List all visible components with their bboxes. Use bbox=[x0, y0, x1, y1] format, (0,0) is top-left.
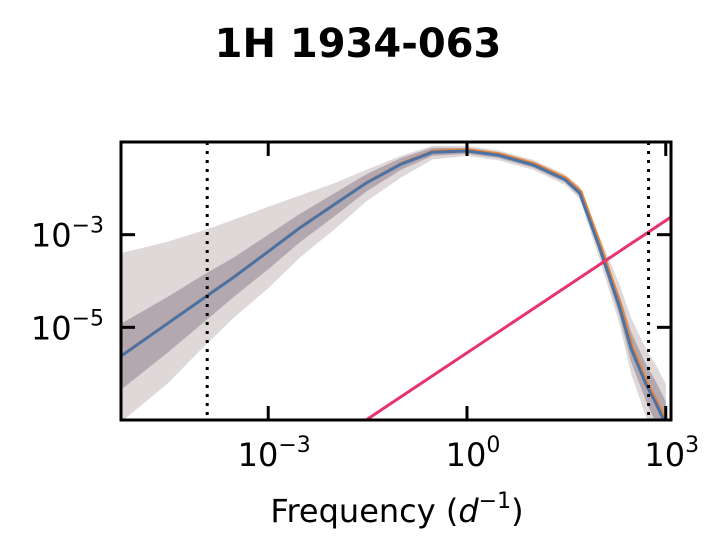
x-axis-label-text: Frequency ( bbox=[270, 492, 458, 530]
x-tick-label-exp-3: 3 bbox=[685, 433, 699, 458]
x-tick-label-2: 100 bbox=[446, 433, 501, 474]
y-tick-label-exp-2: −5 bbox=[72, 306, 104, 331]
x-tick-label-base-3: 10 bbox=[644, 436, 685, 474]
x-tick-label-exp-1: −3 bbox=[278, 433, 310, 458]
chart-title: 1H 1934-063 bbox=[215, 21, 502, 67]
x-axis-label-close: ) bbox=[511, 492, 523, 530]
x-tick-label-3: 103 bbox=[644, 433, 699, 474]
x-tick-label-exp-2: 0 bbox=[486, 433, 500, 458]
x-axis-label-exp: −1 bbox=[479, 489, 511, 514]
y-tick-label-base-1: 10 bbox=[31, 217, 72, 255]
x-axis-label: Frequency (d−1) bbox=[270, 489, 523, 530]
inner-confidence-band bbox=[121, 147, 666, 420]
y-tick-label-exp-1: −3 bbox=[72, 214, 104, 239]
y-tick-label-base-2: 10 bbox=[31, 309, 72, 347]
x-tick-label-1: 10−3 bbox=[238, 433, 311, 474]
x-tick-label-base-2: 10 bbox=[446, 436, 487, 474]
plot-frame bbox=[119, 140, 673, 422]
y-tick-label-1: 10−3 bbox=[31, 214, 104, 255]
y-tick-label-2: 10−5 bbox=[31, 306, 104, 347]
noise-level-line bbox=[365, 215, 671, 420]
x-axis-label-d: d bbox=[458, 492, 479, 530]
outer-confidence-band bbox=[121, 146, 666, 420]
plot-content bbox=[121, 142, 671, 420]
x-tick-label-base-1: 10 bbox=[238, 436, 279, 474]
